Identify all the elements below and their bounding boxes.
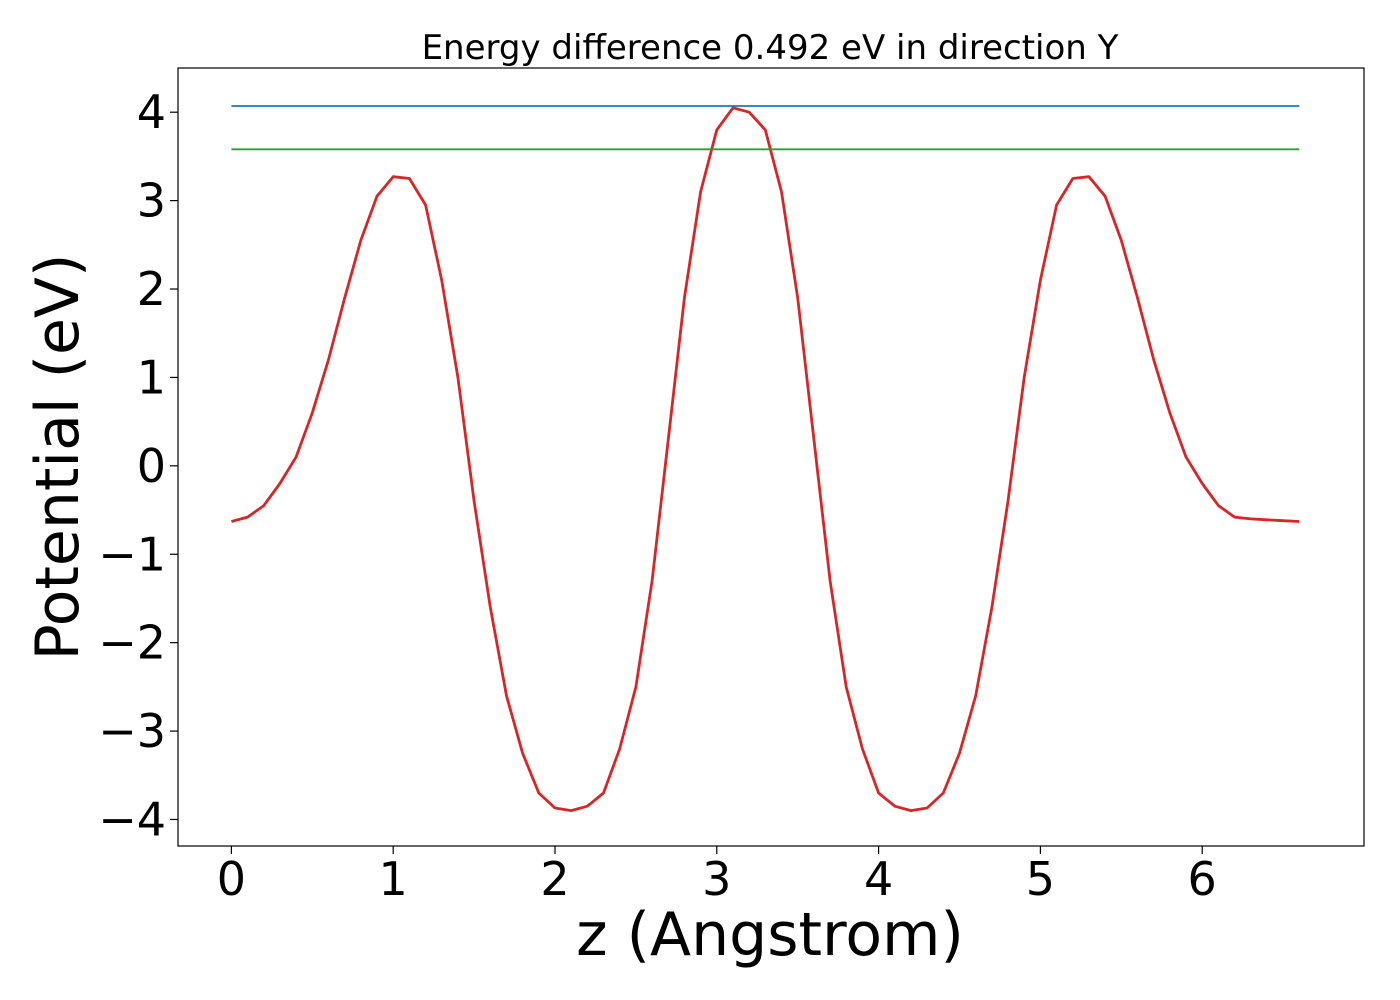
y-tick-label: 0 [137,439,166,493]
x-tick-label: 5 [1026,852,1055,906]
y-axis-label: Potential (eV) [23,254,93,661]
y-tick-label: 4 [137,85,166,139]
y-axis: 4 3 2 1 0 −1 −2 −3 −4 [98,85,178,846]
chart-title: Energy difference 0.492 eV in direction … [422,28,1119,68]
y-tick-label: −4 [98,792,166,846]
x-tick-label: 2 [540,852,569,906]
y-tick-label: −3 [98,704,166,758]
x-tick-label: 3 [702,852,731,906]
series-layer [231,105,1300,812]
plot-frame [177,67,1365,847]
series-line-0 [231,106,1300,812]
x-tick-label: 4 [864,852,893,906]
x-axis-label: z (Angstrom) [576,900,964,970]
y-tick-label: −2 [98,616,166,670]
x-tick-label: 0 [217,852,246,906]
y-tick-label: 1 [137,350,166,404]
x-axis: 0 1 2 3 4 5 6 [217,846,1217,906]
plot-area [177,67,1365,847]
x-tick-label: 1 [379,852,408,906]
y-tick-label: 3 [137,174,166,228]
y-tick-label: 2 [137,262,166,316]
x-tick-label: 6 [1188,852,1217,906]
y-tick-label: −1 [98,527,166,581]
